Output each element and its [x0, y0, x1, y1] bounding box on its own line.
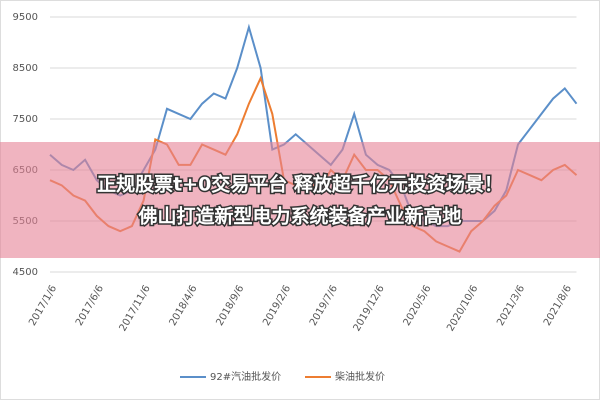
x-tick-label: 2019/7/6 [308, 284, 340, 328]
y-tick-label: 8500 [13, 63, 38, 74]
x-tick-label: 2020/5/6 [402, 284, 434, 328]
x-tick-label: 2021/3/6 [495, 284, 527, 328]
x-tick-label: 2017/11/6 [118, 284, 153, 334]
x-tick-label: 2017/1/6 [27, 284, 59, 328]
y-tick-label: 9500 [13, 12, 38, 23]
x-tick-label: 2017/6/6 [74, 284, 106, 328]
legend-label: 92#汽油批发价 [210, 370, 281, 383]
x-tick-label: 2018/9/6 [214, 284, 246, 328]
legend-label: 柴油批发价 [335, 370, 385, 383]
x-tick-label: 2019/2/6 [261, 284, 293, 328]
banner-text: 正规股票t+0交易平台 释放超千亿元投资场景！ [97, 173, 503, 196]
banner-background [0, 142, 600, 258]
x-tick-label: 2019/12/6 [352, 284, 387, 334]
y-tick-label: 7500 [13, 114, 38, 125]
x-tick-label: 2020/10/6 [445, 284, 480, 334]
x-tick-label: 2018/4/6 [168, 284, 200, 328]
y-tick-label: 4500 [13, 267, 38, 278]
banner-text: 佛山打造新型电力系统装备产业新高地 [137, 205, 461, 228]
x-tick-label: 2021/8/6 [542, 284, 574, 328]
